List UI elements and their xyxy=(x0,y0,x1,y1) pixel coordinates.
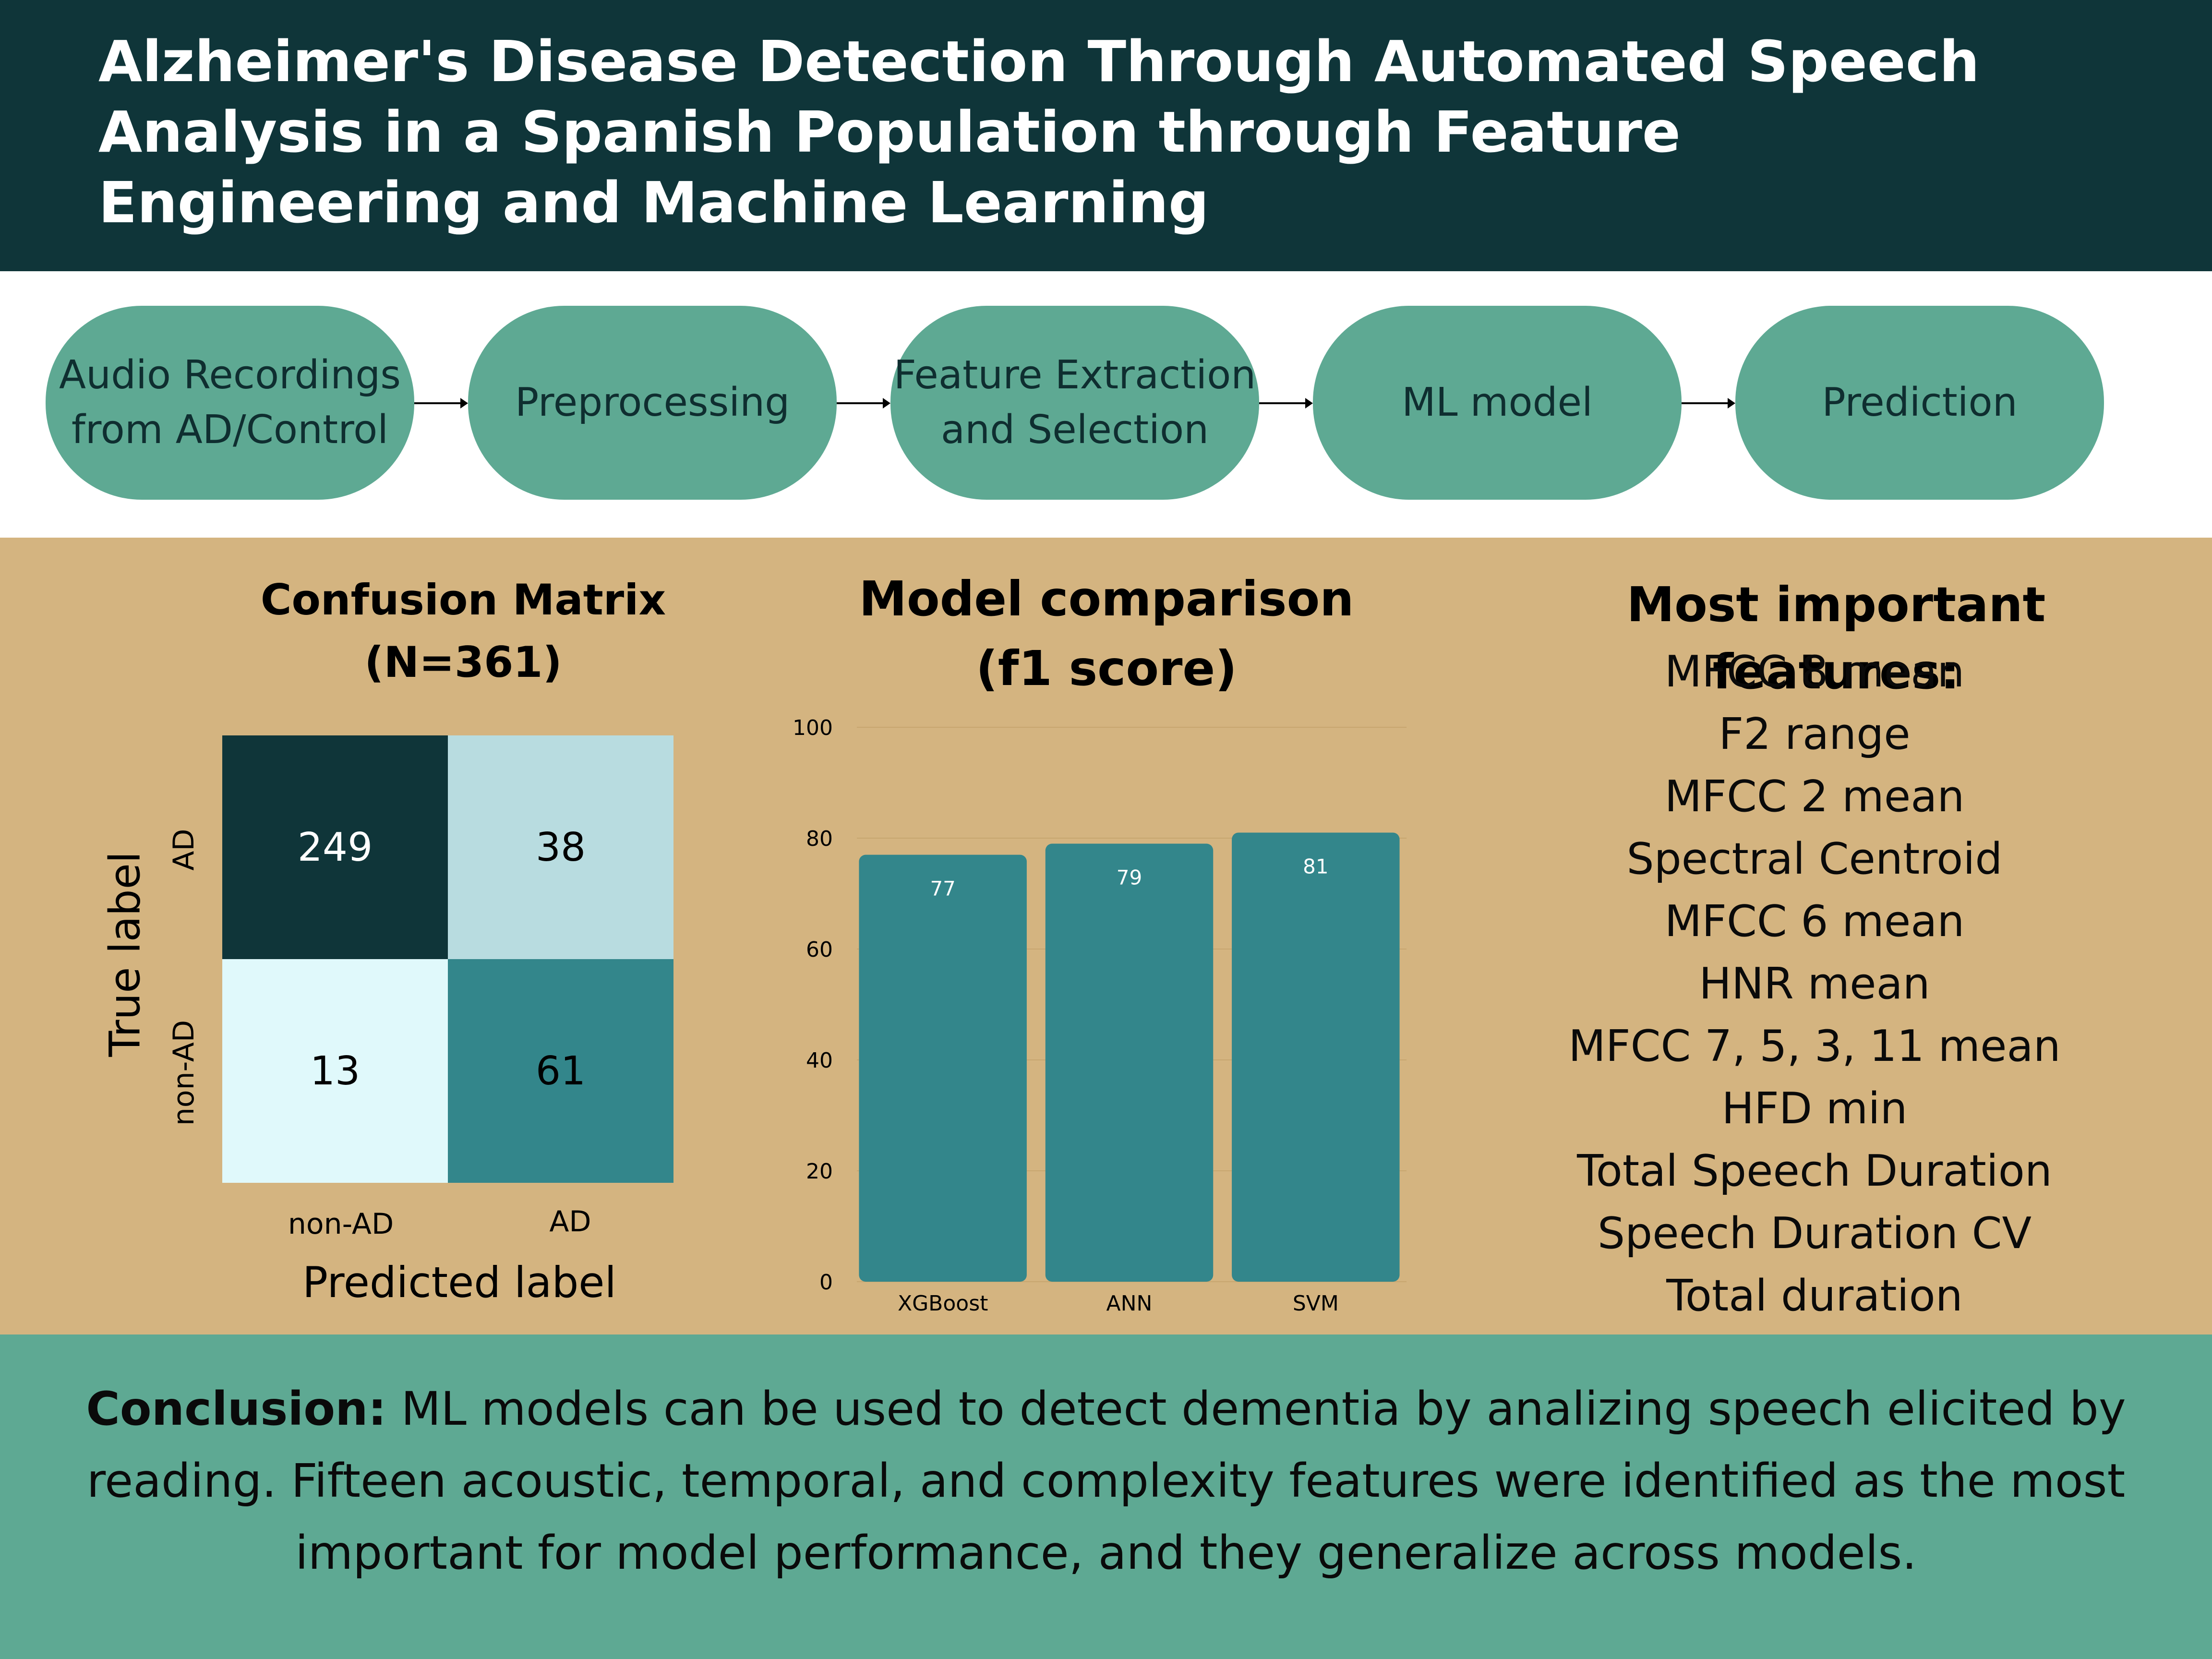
conclusion-text: ML models can be used to detect dementia… xyxy=(86,1382,2126,1580)
feature-item: Total Speech Duration xyxy=(1577,1146,2052,1196)
f1-bar-chart: 0 20 40 60 80 100 77 XGBoost 79 ANN 81 SVM xyxy=(793,716,1407,1316)
cm-row-label-nonad: non-AD xyxy=(167,1020,201,1126)
feature-list: MFCC 8 mean F2 range MFCC 2 mean Spectra… xyxy=(1503,641,2127,1327)
arrow-icon xyxy=(837,398,890,409)
bar-xgboost xyxy=(859,854,1027,1282)
arrow-icon xyxy=(1682,398,1735,409)
pipeline-step-label: ML model xyxy=(1402,380,1593,425)
bar-data-label: 81 xyxy=(1303,854,1328,878)
y-tick-label: 20 xyxy=(806,1159,833,1184)
cm-y-axis-title: True label xyxy=(100,851,150,1057)
bar-ann xyxy=(1045,843,1214,1282)
feature-item: MFCC 7, 5, 3, 11 mean xyxy=(1568,1021,2061,1071)
pipeline-step-preprocessing: Preprocessing xyxy=(468,306,837,500)
x-tick-label: SVM xyxy=(1293,1291,1339,1316)
feature-item: MFCC 6 mean xyxy=(1664,896,1965,947)
cm-cell-true-nonad-pred-nonad: 13 xyxy=(222,959,448,1183)
x-tick-label: XGBoost xyxy=(898,1291,988,1316)
cm-cell-true-nonad-pred-ad: 61 xyxy=(448,959,673,1183)
pipeline-step-feature-extraction: Feature Extraction and Selection xyxy=(890,306,1259,500)
cm-x-axis-title: Predicted label xyxy=(302,1258,616,1307)
y-tick-label: 60 xyxy=(806,938,833,962)
x-tick-label: ANN xyxy=(1106,1291,1153,1316)
pipeline-step-ml-model: ML model xyxy=(1313,306,1682,500)
bar-data-label: 79 xyxy=(1117,866,1142,890)
poster-title: Alzheimer's Disease Detection Through Au… xyxy=(98,28,1980,236)
conclusion-paragraph: Conclusion: ML models can be used to det… xyxy=(10,1373,2202,1589)
feature-item: Total duration xyxy=(1666,1271,1963,1321)
y-tick-label: 0 xyxy=(819,1270,833,1295)
feature-item: HFD min xyxy=(1721,1083,1908,1134)
cm-cell-true-ad-pred-nonad: 249 xyxy=(222,735,448,959)
bar-svm xyxy=(1232,832,1400,1282)
features-title: Most important features: xyxy=(1626,577,2046,700)
header-banner: Alzheimer's Disease Detection Through Au… xyxy=(0,0,2212,271)
pipeline-diagram: Audio Recordings from AD/Control Preproc… xyxy=(0,271,2212,538)
cm-row-label-ad: AD xyxy=(167,829,201,871)
feature-item: Speech Duration CV xyxy=(1597,1208,2032,1259)
feature-item: F2 range xyxy=(1719,709,1911,759)
feature-item: Spectral Centroid xyxy=(1626,834,2003,884)
arrow-icon xyxy=(1259,398,1313,409)
bar-data-label: 77 xyxy=(930,877,955,901)
conclusion-section: Conclusion: ML models can be used to det… xyxy=(0,1334,2212,1659)
cm-cell-true-ad-pred-ad: 38 xyxy=(448,735,673,959)
y-tick-label: 80 xyxy=(806,827,833,851)
cm-col-label-ad: AD xyxy=(549,1205,591,1238)
pipeline-step-audio-recordings: Audio Recordings from AD/Control xyxy=(46,306,414,500)
arrow-icon xyxy=(414,398,468,409)
pipeline-step-prediction: Prediction xyxy=(1735,306,2104,500)
y-tick-label: 100 xyxy=(793,716,833,740)
confusion-matrix-title: Confusion Matrix (N=361) xyxy=(260,575,666,687)
model-comparison-title: Model comparison (f1 score) xyxy=(859,571,1354,697)
cm-col-label-nonad: non-AD xyxy=(288,1207,394,1241)
feature-item: MFCC 8 mean xyxy=(1664,647,1965,697)
conclusion-label: Conclusion: xyxy=(86,1382,386,1436)
pipeline-step-label: Audio Recordings from AD/Control xyxy=(59,352,401,453)
pipeline-step-label: Preprocessing xyxy=(515,380,790,425)
feature-item: HNR mean xyxy=(1699,959,1930,1009)
feature-item: MFCC 2 mean xyxy=(1664,771,1965,822)
y-tick-label: 40 xyxy=(806,1048,833,1073)
results-section: Confusion Matrix (N=361) 249 38 13 61 AD… xyxy=(0,538,2212,1334)
pipeline-step-label: Prediction xyxy=(1822,380,2018,425)
pipeline-step-label: Feature Extraction and Selection xyxy=(893,352,1256,453)
